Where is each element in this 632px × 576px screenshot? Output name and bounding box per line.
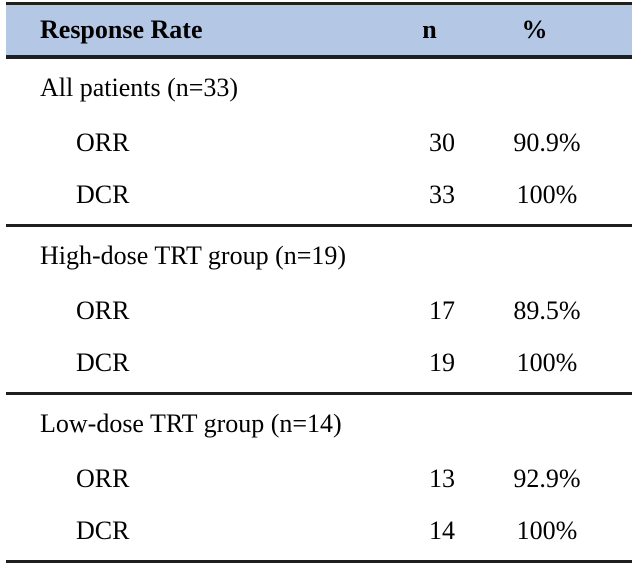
cell-percent: 90.9% — [513, 128, 581, 157]
row-label: DCR — [76, 180, 130, 209]
group-label: High-dose TRT group (n=19) — [40, 241, 347, 270]
row-label: ORR — [76, 296, 130, 325]
response-rate-table: Response Rate n % All patients (n=33) OR… — [6, 2, 632, 563]
row-label: ORR — [76, 464, 130, 493]
table-row-orr: ORR 30 90.9% — [6, 117, 632, 169]
cell-percent: 100% — [516, 180, 578, 209]
cell-n: 13 — [429, 464, 455, 493]
group-label-row: All patients (n=33) — [6, 59, 632, 117]
cell-percent: 92.9% — [513, 464, 581, 493]
section-low-dose-trt: Low-dose TRT group (n=14) ORR 13 92.9% D… — [6, 395, 632, 563]
cell-percent: 89.5% — [513, 296, 581, 325]
section-high-dose-trt: High-dose TRT group (n=19) ORR 17 89.5% … — [6, 227, 632, 395]
table-header-row: Response Rate n % — [6, 2, 632, 59]
row-label: DCR — [76, 348, 130, 377]
column-header-percent: % — [521, 15, 548, 44]
table-row-dcr: DCR 14 100% — [6, 505, 632, 557]
row-label: DCR — [76, 516, 130, 545]
table-row-orr: ORR 17 89.5% — [6, 285, 632, 337]
group-label-row: Low-dose TRT group (n=14) — [6, 395, 632, 453]
table-row-orr: ORR 13 92.9% — [6, 453, 632, 505]
cell-percent: 100% — [516, 516, 578, 545]
group-label: All patients (n=33) — [40, 73, 239, 102]
column-header-n: n — [422, 15, 437, 44]
cell-n: 14 — [429, 516, 455, 545]
section-all-patients: All patients (n=33) ORR 30 90.9% DCR 33 … — [6, 59, 632, 227]
table-row-dcr: DCR 33 100% — [6, 169, 632, 221]
group-label-row: High-dose TRT group (n=19) — [6, 227, 632, 285]
cell-n: 17 — [429, 296, 455, 325]
cell-n: 33 — [429, 180, 455, 209]
column-header-response-rate: Response Rate — [40, 15, 203, 44]
cell-n: 19 — [429, 348, 455, 377]
table-row-dcr: DCR 19 100% — [6, 337, 632, 389]
group-label: Low-dose TRT group (n=14) — [40, 409, 342, 438]
cell-percent: 100% — [516, 348, 578, 377]
row-label: ORR — [76, 128, 130, 157]
cell-n: 30 — [429, 128, 455, 157]
